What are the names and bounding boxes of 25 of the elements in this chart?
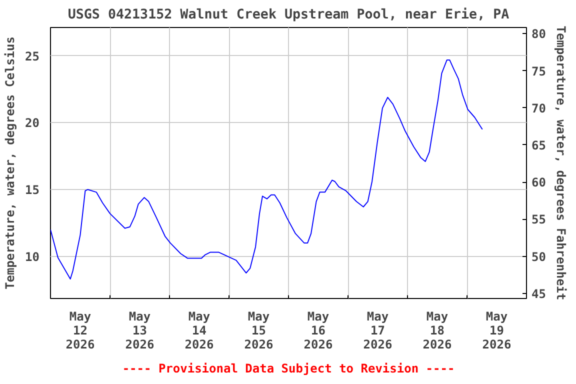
line-series bbox=[50, 59, 483, 280]
x-tick-label: May 17 2026 bbox=[363, 310, 392, 352]
y2-tick-label: 65 bbox=[532, 138, 546, 152]
y2-axis-title: Temperature, water, degrees Fahrenheit bbox=[554, 26, 568, 300]
y2-tick-label: 70 bbox=[532, 101, 546, 116]
x-tick-label: May 12 2026 bbox=[66, 310, 95, 352]
y2-tick-label: 80 bbox=[532, 27, 546, 42]
y-tick-label: 20 bbox=[25, 116, 40, 130]
y-tick-label: 25 bbox=[25, 49, 40, 64]
x-tick-label: May 19 2026 bbox=[482, 310, 512, 352]
x-tick-label: May 13 2026 bbox=[125, 310, 154, 352]
text: ---- Provisional Data Subject to Revision ---- bbox=[122, 362, 455, 376]
chart-title: USGS 04213152 Walnut Creek Upstream Pool, near Erie, PA bbox=[68, 8, 510, 22]
y-axis-title: Temperature, water, degrees Celsius bbox=[3, 36, 18, 290]
y2-tick-label: 50 bbox=[532, 250, 546, 264]
x-tick-label: May 16 2026 bbox=[304, 310, 333, 352]
x-tick-label: May 14 2026 bbox=[184, 310, 214, 352]
x-tick-label: May 18 2026 bbox=[422, 310, 452, 352]
y2-tick-label: 45 bbox=[532, 286, 546, 301]
x-tick-label: May 15 2026 bbox=[244, 310, 274, 352]
y2-tick-label: 60 bbox=[532, 176, 546, 190]
y-tick-label: 15 bbox=[25, 183, 40, 198]
y2-tick-label: 75 bbox=[532, 64, 546, 78]
y-tick-label: 10 bbox=[25, 250, 40, 264]
y2-tick-label: 55 bbox=[532, 212, 546, 227]
